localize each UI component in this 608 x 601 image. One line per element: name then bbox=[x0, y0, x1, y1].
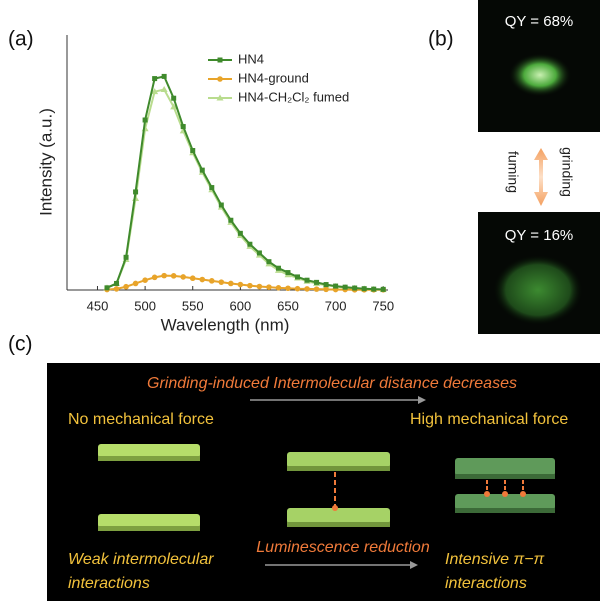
marker bbox=[161, 273, 167, 279]
marker bbox=[219, 279, 225, 285]
qy-label: QY = 16% bbox=[505, 227, 574, 244]
marker bbox=[114, 281, 119, 286]
marker bbox=[285, 270, 290, 275]
scheme-text: No mechanical force bbox=[68, 411, 214, 428]
marker bbox=[238, 282, 244, 288]
legend-label: HN4-ground bbox=[238, 70, 309, 85]
marker bbox=[209, 278, 215, 284]
marker bbox=[217, 76, 223, 82]
marker bbox=[371, 287, 376, 292]
marker bbox=[190, 275, 196, 281]
x-tick-label: 550 bbox=[182, 298, 204, 313]
panel-label: (c) bbox=[8, 333, 33, 356]
marker bbox=[190, 148, 195, 153]
marker bbox=[295, 274, 300, 279]
marker bbox=[238, 231, 243, 236]
scheme-text: Intensive π−π bbox=[445, 551, 545, 568]
figure: (a) (b) (c) Wavelength (nm) Intensity (a… bbox=[0, 0, 608, 601]
scheme-text: Grinding-induced Intermolecular distance… bbox=[147, 375, 517, 392]
marker bbox=[152, 275, 158, 281]
marker bbox=[247, 283, 253, 289]
x-tick-label: 700 bbox=[325, 298, 347, 313]
marker bbox=[285, 285, 291, 291]
scheme-text: interactions bbox=[445, 575, 527, 592]
x-axis-title: Wavelength (nm) bbox=[161, 315, 290, 334]
line-chart: Wavelength (nm) Intensity (a.u.) 450 500 5… bbox=[36, 35, 394, 334]
marker bbox=[314, 286, 320, 292]
double-arrow bbox=[534, 148, 548, 206]
marker bbox=[304, 286, 310, 292]
panel-label: (b) bbox=[428, 28, 454, 51]
marker bbox=[181, 124, 186, 129]
legend-label: HN4 bbox=[238, 51, 264, 66]
marker bbox=[324, 282, 329, 287]
marker bbox=[305, 278, 310, 283]
marker bbox=[171, 96, 176, 101]
marker bbox=[161, 86, 168, 92]
marker bbox=[343, 285, 348, 290]
marker bbox=[381, 287, 386, 292]
marker bbox=[133, 281, 139, 287]
arrow-label: grinding bbox=[559, 147, 575, 197]
marker bbox=[257, 284, 263, 290]
x-tick-label: 650 bbox=[277, 298, 299, 313]
marker bbox=[199, 277, 205, 283]
marker bbox=[247, 242, 252, 247]
series-line bbox=[107, 89, 383, 289]
panel-label: (a) bbox=[8, 28, 34, 51]
marker bbox=[228, 281, 234, 287]
marker bbox=[266, 259, 271, 264]
x-tick-label: 450 bbox=[87, 298, 109, 313]
marker bbox=[171, 273, 177, 279]
marker bbox=[266, 284, 272, 290]
legend-label: HN4-CH₂Cl₂ fumed bbox=[238, 89, 349, 104]
emission bbox=[508, 53, 572, 97]
scheme-text: interactions bbox=[68, 575, 150, 592]
marker bbox=[352, 286, 357, 291]
marker bbox=[114, 286, 120, 292]
marker bbox=[276, 285, 282, 291]
marker bbox=[105, 285, 110, 290]
marker bbox=[142, 277, 148, 283]
marker bbox=[314, 280, 319, 285]
marker bbox=[257, 250, 262, 255]
marker bbox=[209, 185, 214, 190]
series-line bbox=[107, 76, 383, 289]
marker bbox=[180, 274, 186, 280]
marker bbox=[219, 203, 224, 208]
marker bbox=[162, 74, 167, 79]
x-tick-label: 750 bbox=[372, 298, 394, 313]
marker bbox=[362, 286, 367, 291]
y-axis-title: Intensity (a.u.) bbox=[36, 108, 55, 216]
marker bbox=[323, 287, 329, 293]
marker bbox=[123, 284, 129, 290]
marker bbox=[218, 58, 223, 63]
scheme-text: Weak intermolecular bbox=[68, 551, 214, 568]
marker bbox=[228, 218, 233, 223]
marker bbox=[276, 266, 281, 271]
x-tick-label: 600 bbox=[230, 298, 252, 313]
emission bbox=[492, 254, 584, 326]
marker bbox=[295, 286, 301, 292]
marker bbox=[333, 284, 338, 289]
scheme-text: Luminescence reduction bbox=[256, 539, 430, 556]
scheme-text: High mechanical force bbox=[410, 411, 568, 428]
marker bbox=[133, 189, 138, 194]
marker bbox=[143, 118, 148, 123]
arrow-label: fuming bbox=[505, 151, 521, 193]
x-tick-label: 500 bbox=[134, 298, 156, 313]
marker bbox=[200, 168, 205, 173]
qy-label: QY = 68% bbox=[505, 13, 574, 30]
marker bbox=[152, 76, 157, 81]
marker bbox=[124, 255, 129, 260]
